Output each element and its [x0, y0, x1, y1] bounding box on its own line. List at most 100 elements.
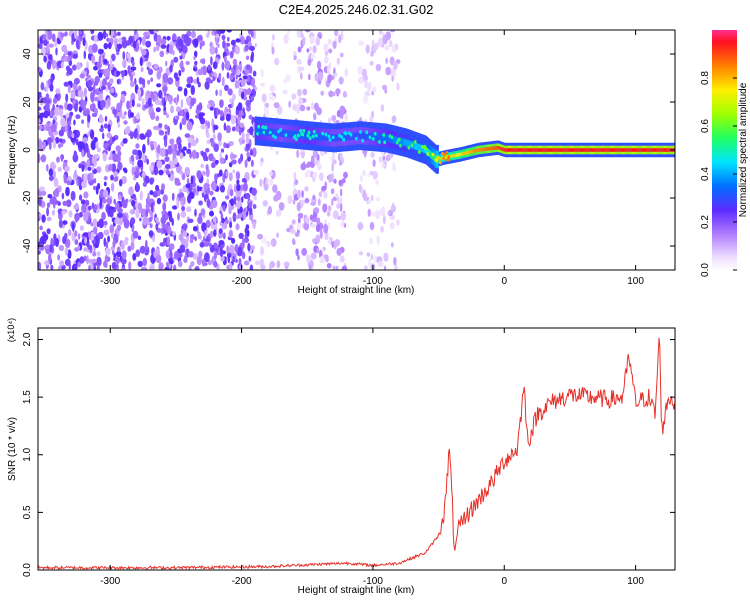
spectrogram-ridge-cell [651, 148, 654, 152]
spectrogram-cell [362, 169, 366, 177]
spectrogram-cell [50, 237, 54, 246]
spectrogram-cell [165, 60, 168, 67]
spectrogram-cell [67, 55, 70, 62]
spectrogram-ridge-cell [557, 148, 559, 152]
spectrogram-cell [106, 37, 110, 42]
spectrogram-cell [179, 122, 182, 131]
spectrogram-cell [65, 124, 68, 133]
spectrogram-cell [38, 153, 41, 163]
spectrogram-cell [40, 47, 47, 56]
spectrogram-cell [336, 247, 342, 256]
spectrogram-cell [153, 46, 157, 53]
spectrogram-ridge-cell [413, 140, 418, 144]
spectrogram-ridge-cell [662, 148, 664, 152]
spectrogram-cell [380, 225, 384, 233]
spectrogram-cell [332, 265, 336, 270]
spectrogram-cell [171, 218, 174, 226]
spectrogram-cell [100, 49, 104, 54]
spectrogram-cell [102, 152, 107, 162]
spectrogram-ridge-cell [440, 156, 443, 161]
spectrogram-cell [187, 142, 192, 149]
spectrogram-cell [357, 222, 364, 231]
spectrogram-cell [117, 194, 122, 200]
spectrogram-cell [316, 163, 323, 170]
spectrogram-cell [338, 76, 344, 85]
spectrogram-ridge-cell [344, 133, 346, 141]
colorbar-tick-label: 0.2 [700, 215, 711, 229]
spectrogram-cell [201, 222, 207, 233]
spectrogram-cell [233, 64, 237, 70]
spectrogram-cell [114, 218, 118, 224]
spectrogram-cell [114, 175, 119, 182]
spectrogram-cell [155, 115, 160, 122]
spectrogram-cell [358, 40, 365, 46]
spectrogram-cell [388, 40, 393, 47]
spectrogram-cell [396, 82, 400, 91]
spectrogram-cell [287, 194, 293, 205]
spectrogram-cell [46, 137, 53, 144]
spectrogram-cell [326, 263, 332, 269]
spectrogram-cell [63, 81, 69, 87]
spectrogram-cell [312, 149, 318, 158]
snr-frame [37, 327, 676, 571]
spectrogram-cell [49, 83, 54, 92]
spectrogram-cell [190, 30, 196, 39]
spectrogram-ridge-cell [288, 130, 290, 138]
spectrogram-cell [178, 233, 184, 241]
spectrogram-cell [325, 254, 329, 263]
spectrogram-cell [218, 140, 222, 147]
spectrogram-cell [77, 261, 81, 268]
spectrogram-cell [368, 259, 372, 268]
spectrogram-ridge-cell [426, 146, 428, 155]
spectrogram-ridge-cell [543, 148, 546, 152]
spectrogram-ridge-cell [434, 154, 436, 162]
spectrogram-ridge-cell [418, 143, 420, 152]
spectrogram-cell [70, 190, 76, 201]
spectrogram-cell [116, 43, 123, 50]
spectrogram-cell [156, 160, 163, 169]
spectrogram-cell [229, 188, 234, 197]
spectrogram-ridge-cell [602, 148, 604, 152]
spectrogram-cell [131, 200, 136, 207]
spectrogram-cell [92, 218, 98, 228]
spectrogram-cell [248, 255, 252, 262]
spectrogram-ridge-cell [373, 132, 378, 136]
spectrogram-ridge-cell [520, 148, 522, 152]
spectrogram-cell [383, 252, 389, 262]
spectrogram-ridge-cell [258, 127, 261, 135]
spectrogram-cell [327, 65, 331, 76]
spectrogram-cell [130, 217, 136, 225]
spectrogram-ridge-cell [645, 148, 647, 152]
spectrogram-cell [227, 254, 231, 264]
spectrogram-cell [146, 61, 152, 68]
spectrogram-cell [304, 163, 311, 168]
spectrogram-cell [152, 94, 156, 103]
spectrogram-cell [163, 87, 167, 97]
spectrogram-cell [73, 119, 76, 126]
spectrogram-cell [121, 176, 127, 184]
spectrogram-cell [93, 226, 98, 235]
spectrogram-cell [147, 192, 150, 203]
spectrogram-cell [362, 95, 369, 104]
spectrogram-ridge-cell [420, 144, 423, 152]
spectrogram-cell [382, 215, 386, 225]
spectrogram-cell [226, 245, 230, 254]
spectrogram-cell [275, 150, 279, 155]
spectrogram-cell [107, 235, 111, 243]
spectrogram-ridge-cell [524, 148, 527, 152]
spectrogram-cell [48, 253, 52, 263]
spectrogram-y-axis: -40 -20 0 20 40 [22, 48, 675, 253]
spectrogram-ridge-cell [362, 132, 365, 140]
spectrogram-cell [52, 103, 55, 111]
snr-y-label: SNR (10 * v/v) [7, 417, 18, 481]
spectrogram-cell [179, 55, 183, 60]
spectrogram-ridge-cell [431, 152, 436, 157]
spectrogram-cell [141, 78, 146, 85]
spectrogram-ridge-cell [255, 127, 258, 135]
spectrogram-ridge-cell [501, 147, 503, 151]
spectrogram-cell [117, 31, 121, 36]
spectrogram-cell [253, 195, 257, 201]
spectrogram-ridge-cell [417, 150, 422, 154]
spectrogram-ridge-cell [587, 148, 590, 152]
spectrogram-ridge-cell [583, 148, 585, 152]
